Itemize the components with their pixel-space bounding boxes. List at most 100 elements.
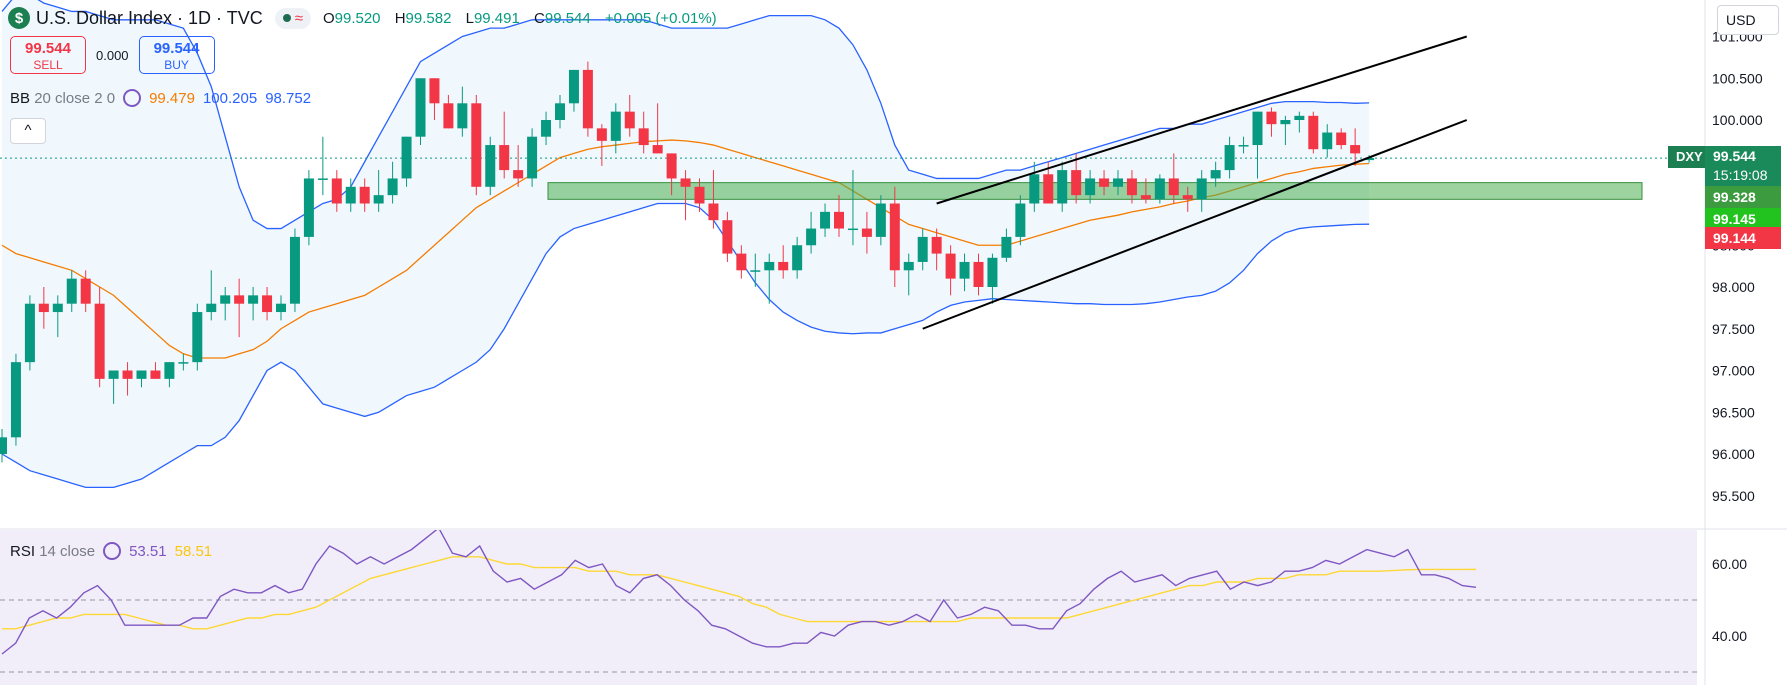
rsi-name: RSI 14 close xyxy=(10,543,95,560)
candle-body xyxy=(1043,174,1054,204)
candle-body xyxy=(276,303,286,313)
sell-price: 99.544 xyxy=(25,40,71,57)
candle-body xyxy=(847,228,858,231)
candle-body xyxy=(10,362,21,438)
candle-body xyxy=(582,69,593,129)
candle-body xyxy=(108,370,119,379)
candle-body xyxy=(987,257,998,287)
candle-body xyxy=(359,186,370,204)
candle-body xyxy=(1154,178,1165,200)
candle-body xyxy=(192,312,203,363)
candle-body xyxy=(234,295,245,304)
rsi-ma-value: 58.51 xyxy=(174,542,213,560)
candle-body xyxy=(38,303,49,313)
sell-button[interactable]: 99.544 SELL xyxy=(10,36,86,74)
rsi-params: 14 close xyxy=(39,542,96,560)
candle-body xyxy=(331,178,342,204)
candle-body xyxy=(917,236,928,262)
candle-body xyxy=(750,270,761,272)
symbol-title[interactable]: U.S. Dollar Index · 1D · TVC xyxy=(36,7,263,28)
candle-body xyxy=(1029,174,1040,204)
bb-basis-line xyxy=(1,139,1370,359)
candle-body xyxy=(1113,178,1123,187)
candle-body xyxy=(792,245,803,271)
candle-body xyxy=(317,178,328,180)
candle-body xyxy=(52,303,63,313)
low-label: L xyxy=(465,9,474,27)
candle-body xyxy=(1350,145,1361,154)
candle-body xyxy=(764,261,775,271)
price-tick-label: 100.000 xyxy=(1712,112,1763,128)
candle-body xyxy=(1308,115,1319,150)
candle-body xyxy=(1085,178,1096,196)
candle-body xyxy=(1224,145,1235,171)
status-pill[interactable]: ≈ xyxy=(274,7,311,29)
candle-body xyxy=(471,103,482,187)
candle-body xyxy=(694,186,705,204)
price-tick-label: 97.500 xyxy=(1712,321,1755,337)
candle-body xyxy=(1280,120,1291,125)
bb-legend[interactable]: BB 20 close 2 0 99.479 100.205 98.752 xyxy=(10,89,311,107)
dollar-logo-icon: $ xyxy=(8,7,30,29)
candle-body xyxy=(122,370,133,379)
price-tick-label: 97.000 xyxy=(1712,363,1755,379)
candle-body xyxy=(401,136,412,179)
candle-body xyxy=(443,103,454,129)
sell-label: SELL xyxy=(33,58,63,72)
low-price-label: 99.144 xyxy=(1705,227,1781,249)
candle-body xyxy=(820,211,831,229)
ohlc-values: O99.520 H99.582 L99.491 C99.544 +0.005 (… xyxy=(323,10,717,27)
candle-body xyxy=(778,261,789,271)
rsi-chart[interactable]: 40.00 60.00 xyxy=(0,530,1787,685)
currency-select[interactable]: USD xyxy=(1717,5,1779,35)
candle-body xyxy=(1252,111,1263,146)
candle-body xyxy=(262,295,273,313)
candle-body xyxy=(1071,170,1082,196)
candle-body xyxy=(610,111,621,141)
candle-body xyxy=(457,103,468,129)
bb-fill xyxy=(2,0,1370,488)
candle-body xyxy=(1266,111,1277,125)
zone-bottom-label: 99.145 xyxy=(1705,208,1781,230)
buy-label: BUY xyxy=(164,58,189,72)
candle-body xyxy=(373,195,384,204)
candle-body xyxy=(513,170,524,179)
candle-body xyxy=(736,253,747,271)
currency-label: USD xyxy=(1726,12,1756,28)
candle-body xyxy=(834,211,844,229)
candle-body xyxy=(94,303,105,379)
bb-basis-value: 99.479 xyxy=(149,89,195,107)
rsi-title: RSI xyxy=(10,542,36,560)
candle-body xyxy=(415,78,426,137)
candle-body xyxy=(903,261,914,271)
price-chart[interactable]: 95.50096.00096.50097.00097.50098.00098.5… xyxy=(0,0,1787,530)
candle-body xyxy=(1322,132,1333,150)
price-tick-label: 96.500 xyxy=(1712,404,1755,420)
close-value: 99.544 xyxy=(544,9,591,27)
candle-body xyxy=(80,278,91,304)
candle-body xyxy=(652,145,663,154)
candle-body xyxy=(959,261,970,279)
candle-body xyxy=(1140,195,1151,200)
candle-body xyxy=(568,69,579,104)
candle-body xyxy=(541,120,552,137)
candle-body xyxy=(1294,115,1305,120)
rsi-value: 53.51 xyxy=(129,542,167,560)
rsi-ma-line xyxy=(2,556,1477,630)
bb-name: BB 20 close 2 0 xyxy=(10,90,115,107)
spread-value: 0.000 xyxy=(96,47,129,63)
collapse-legend-button[interactable]: ^ xyxy=(10,118,46,144)
rsi-legend[interactable]: RSI 14 close 53.51 58.51 xyxy=(10,542,212,560)
buy-button[interactable]: 99.544 BUY xyxy=(138,36,215,74)
market-status-dot-icon xyxy=(282,14,291,22)
candle-body xyxy=(136,370,147,379)
candle-body xyxy=(220,295,231,304)
cycle-icon[interactable] xyxy=(103,542,122,560)
candle-body xyxy=(66,278,77,304)
candle-body xyxy=(24,303,35,363)
candle-body xyxy=(499,145,510,171)
candle-body xyxy=(387,178,398,196)
cycle-icon[interactable] xyxy=(123,89,142,107)
trend-channel xyxy=(922,35,1468,330)
low-value: 99.491 xyxy=(473,9,520,27)
